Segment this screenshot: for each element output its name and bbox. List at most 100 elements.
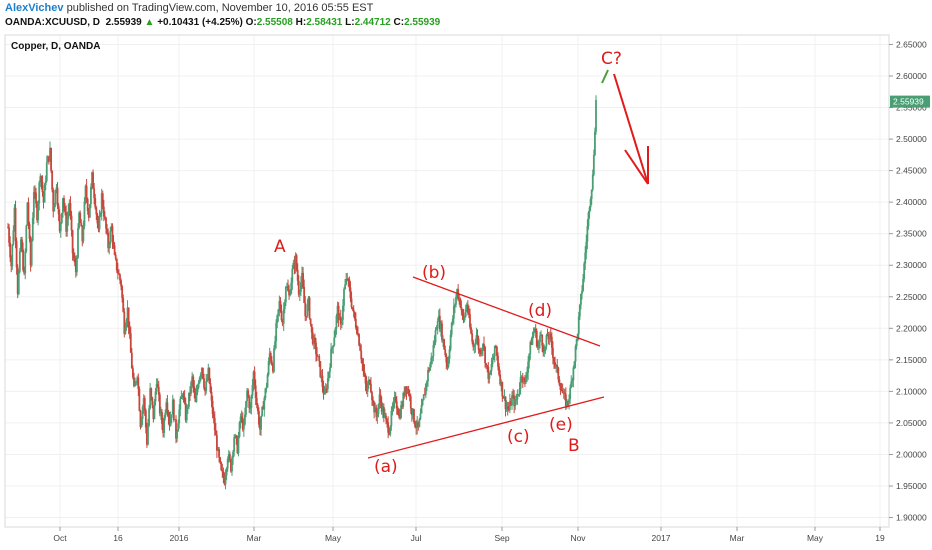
candle-body bbox=[424, 384, 427, 395]
candle-body bbox=[311, 332, 314, 344]
candle-body bbox=[209, 383, 212, 392]
candle-body bbox=[410, 408, 413, 416]
candle-body bbox=[361, 359, 364, 364]
candle-body bbox=[68, 203, 71, 212]
y-tick-label: 2.35000 bbox=[896, 229, 927, 239]
candle-body bbox=[188, 392, 190, 407]
candle-body bbox=[480, 348, 483, 355]
candle-body bbox=[365, 383, 368, 392]
candle-body bbox=[578, 304, 581, 317]
candle-body bbox=[426, 381, 428, 385]
candle-body bbox=[167, 411, 170, 418]
candle-body bbox=[217, 448, 219, 451]
candle-body bbox=[301, 272, 303, 283]
candle-body bbox=[435, 328, 438, 331]
candle-body bbox=[438, 315, 441, 330]
x-tick-label: May bbox=[807, 533, 824, 543]
candle-body bbox=[358, 334, 360, 346]
author-link[interactable]: AlexVichev bbox=[5, 2, 64, 14]
candle-body bbox=[295, 255, 298, 270]
candle-body bbox=[225, 468, 228, 476]
candle-body bbox=[381, 406, 384, 412]
candle-body bbox=[428, 370, 430, 372]
candle-body bbox=[50, 147, 52, 171]
candle-body bbox=[290, 282, 293, 294]
candle-body bbox=[281, 320, 284, 324]
candle-body bbox=[408, 394, 411, 397]
candle-body bbox=[239, 416, 242, 423]
candle-body bbox=[342, 305, 344, 320]
candle-body bbox=[40, 176, 43, 182]
candle-body bbox=[279, 301, 282, 312]
candle-body bbox=[13, 207, 16, 231]
x-tick-label: 2017 bbox=[652, 533, 671, 543]
candle-body bbox=[391, 407, 394, 412]
candle-body bbox=[79, 212, 82, 223]
candle-body bbox=[510, 401, 512, 406]
candle-body bbox=[401, 405, 404, 407]
candle-body bbox=[200, 367, 203, 375]
candle-body bbox=[497, 355, 499, 367]
candle-body bbox=[447, 358, 450, 368]
price-tag-text: 2.55939 bbox=[893, 97, 924, 107]
candle-body bbox=[14, 207, 17, 241]
candle-body bbox=[157, 387, 160, 395]
candle-body bbox=[450, 322, 453, 335]
candle-body bbox=[332, 345, 335, 348]
candle-body bbox=[451, 318, 454, 323]
candle-body bbox=[241, 417, 244, 430]
candle-body bbox=[192, 376, 195, 387]
candle-body bbox=[246, 390, 248, 402]
y-tick-label: 2.20000 bbox=[896, 323, 927, 333]
candle-body bbox=[309, 318, 312, 324]
candle-body bbox=[25, 225, 28, 252]
candle-body bbox=[464, 309, 467, 317]
candle-body bbox=[162, 423, 164, 433]
candle-body bbox=[524, 377, 526, 383]
candle-body bbox=[494, 345, 497, 347]
candle-body bbox=[375, 407, 378, 417]
candle-body bbox=[347, 279, 350, 281]
candle-body bbox=[261, 407, 264, 416]
candle-body bbox=[489, 370, 492, 374]
candle-body bbox=[21, 239, 23, 250]
candle-body bbox=[326, 378, 329, 390]
candle-body bbox=[82, 226, 85, 242]
candle-body bbox=[569, 387, 572, 400]
price-chart[interactable]: Copper, D, OANDA 2.650002.600002.550002.… bbox=[0, 33, 932, 550]
candle-body bbox=[136, 377, 139, 382]
candle-body bbox=[364, 375, 367, 384]
candle-body bbox=[533, 328, 536, 333]
candle-body bbox=[368, 379, 371, 384]
candle-body bbox=[254, 385, 257, 399]
candle-body bbox=[20, 239, 22, 252]
high-label: H: bbox=[295, 17, 307, 28]
candle-body bbox=[101, 193, 104, 207]
candle-body bbox=[363, 371, 366, 376]
candle-body bbox=[100, 193, 103, 214]
candle-body bbox=[398, 414, 400, 416]
candle-body bbox=[202, 367, 204, 379]
candle-body bbox=[395, 401, 398, 409]
candle-body bbox=[413, 409, 415, 423]
x-tick-label: Sep bbox=[494, 533, 509, 543]
candle-body bbox=[394, 396, 397, 402]
candle-body bbox=[236, 438, 239, 454]
close-value: 2.55939 bbox=[404, 17, 441, 28]
candle-body bbox=[11, 244, 14, 267]
candle-body bbox=[160, 412, 162, 414]
candle-body bbox=[118, 273, 120, 275]
candle-body bbox=[586, 226, 589, 242]
candle-body bbox=[42, 192, 45, 203]
candle-body bbox=[483, 344, 485, 347]
candle-body bbox=[514, 399, 517, 407]
candle-body bbox=[429, 364, 432, 371]
down-arrow-shaft bbox=[613, 73, 649, 185]
candle-body bbox=[154, 391, 157, 402]
candle-body bbox=[139, 410, 142, 427]
candle-body bbox=[211, 400, 214, 415]
candle-body bbox=[482, 344, 484, 349]
candle-body bbox=[277, 309, 280, 316]
candle-body bbox=[46, 156, 49, 163]
candle-body bbox=[371, 392, 373, 401]
